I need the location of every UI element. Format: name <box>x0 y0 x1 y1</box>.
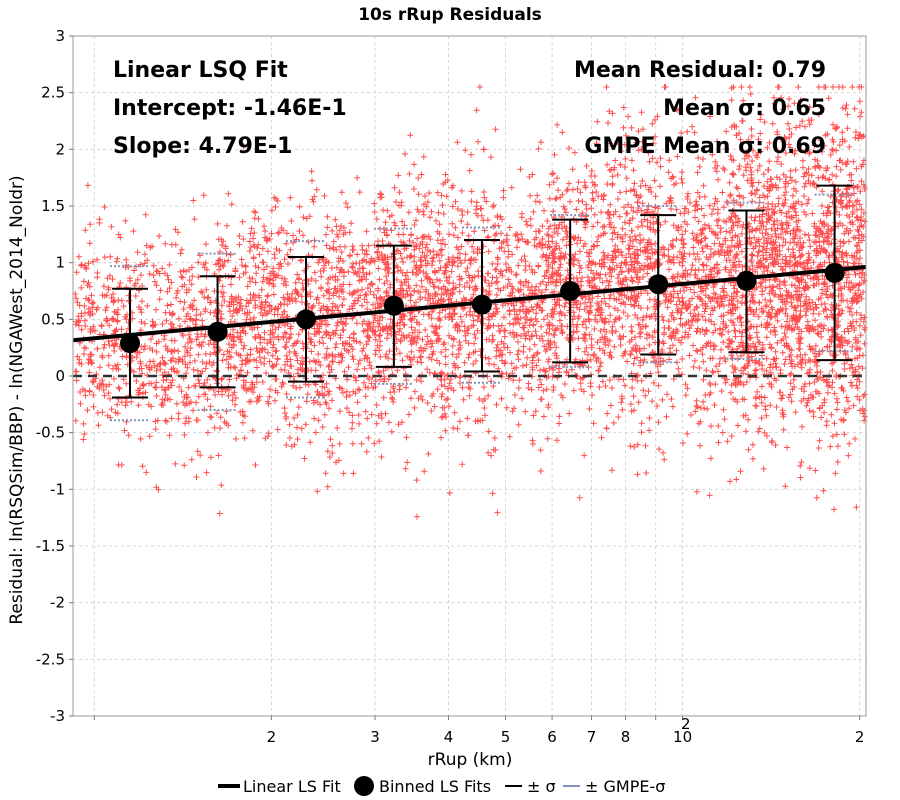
x-tick-label: 8 <box>621 728 631 746</box>
y-tick-label: 1.5 <box>41 197 65 215</box>
x-tick-label: 3 <box>370 728 380 746</box>
annotation-mean-sigma: Mean σ: 0.65 <box>663 96 826 121</box>
legend-label-sigma: ± σ <box>527 777 556 796</box>
x-tick-label: 2 <box>267 728 277 746</box>
annotation-fit-title: Linear LSQ Fit <box>113 58 288 83</box>
x-axis-label: rRup (km) <box>428 750 513 770</box>
binned-fit-point <box>736 270 757 291</box>
binned-fit-point <box>648 274 669 295</box>
y-tick-label: 2.5 <box>41 84 65 102</box>
legend-label-gmpe-sigma: ± GMPE-σ <box>585 777 665 796</box>
x-tick-label: 2 <box>855 728 865 746</box>
y-tick-label: 2 <box>55 140 65 158</box>
y-tick-label: -1 <box>50 480 65 498</box>
chart-title: 10s rRup Residuals <box>358 5 542 25</box>
legend-label-linear-fit: Linear LS Fit <box>243 777 341 796</box>
y-tick-label: -3 <box>50 707 65 725</box>
annotation-intercept: Intercept: -1.46E-1 <box>113 96 347 121</box>
linear-fit-line <box>72 265 867 343</box>
annotation-mean-residual: Mean Residual: 0.79 <box>574 58 826 83</box>
binned-fit-point <box>824 262 845 283</box>
x-tick-label: 4 <box>444 728 454 746</box>
x-tick-exponent: 2 <box>681 715 691 733</box>
fit-annotations: Linear LSQ Fit Intercept: -1.46E-1 Slope… <box>113 58 826 159</box>
x-tick-label: 6 <box>547 728 557 746</box>
binned-fit-point <box>383 295 404 316</box>
annotation-gmpe-mean-sigma: GMPE Mean σ: 0.69 <box>584 134 826 159</box>
binned-fit-point <box>120 333 141 354</box>
binned-fit-point <box>207 321 228 342</box>
legend-swatch-binned-fits <box>354 776 374 796</box>
x-tick-label: 7 <box>587 728 597 746</box>
y-axis-label: Residual: ln(RSQSim/BBP) - ln(NGAWest_20… <box>7 175 27 624</box>
y-tick-label: 0.5 <box>41 310 65 328</box>
legend-label-binned-fits: Binned LS Fits <box>379 777 491 796</box>
annotation-slope: Slope: 4.79E-1 <box>113 134 292 159</box>
x-tick-label: 5 <box>501 728 511 746</box>
scatter-marks <box>72 84 868 520</box>
binned-fit-markers <box>120 262 845 354</box>
scatter-points <box>72 84 868 520</box>
y-tick-label: -2 <box>50 594 65 612</box>
y-tick-label: 0 <box>55 367 65 385</box>
y-tick-label: 1 <box>55 254 65 272</box>
legend: Linear LS Fit Binned LS Fits ± σ ± GMPE-… <box>218 776 665 796</box>
binned-fit-point <box>471 294 492 315</box>
x-tick-label: 10 <box>673 728 692 746</box>
x-axis-ticks: 2 3 4 5 6 7 8 10 2 <box>93 716 865 746</box>
y-tick-label: -1.5 <box>36 537 65 555</box>
binned-fit-point <box>560 281 581 301</box>
y-axis-ticks: -3 -2.5 -2 -1.5 -1 -0.5 0 0.5 1 1.5 2 2.5 3 <box>36 27 73 725</box>
binned-fit-point <box>295 309 316 330</box>
y-tick-label: 3 <box>55 27 65 45</box>
y-tick-label: -0.5 <box>36 424 65 442</box>
y-tick-label: -2.5 <box>36 650 65 668</box>
